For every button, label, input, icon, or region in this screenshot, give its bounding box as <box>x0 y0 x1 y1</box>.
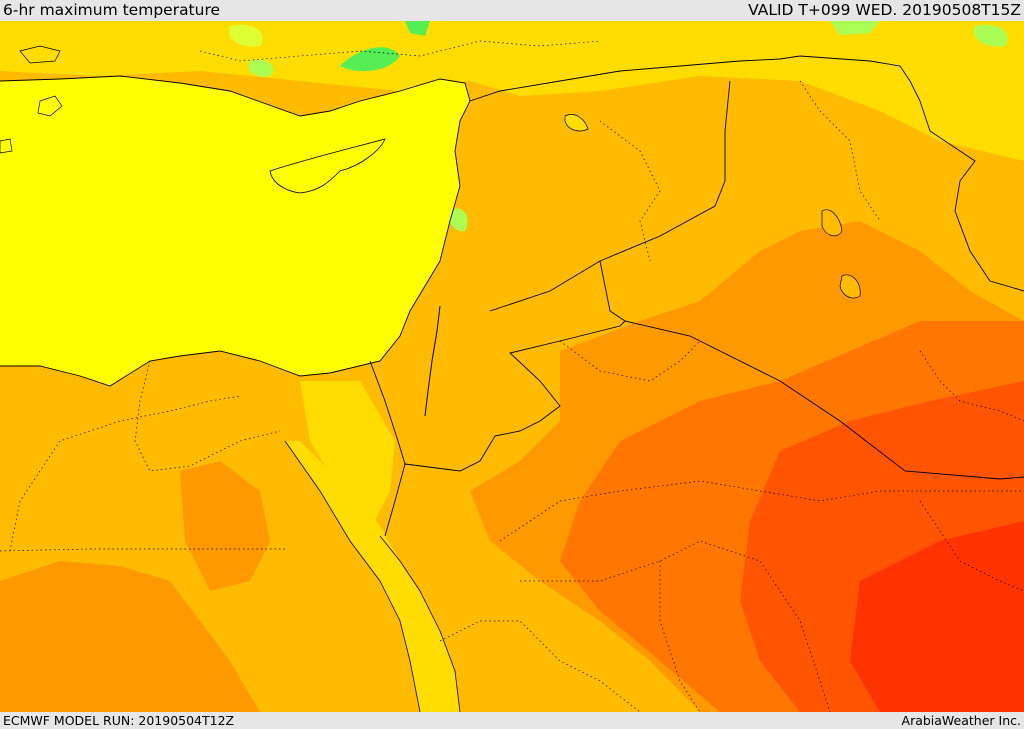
model-run: ECMWF MODEL RUN: 20190504T12Z <box>3 713 235 728</box>
coastline <box>0 75 471 387</box>
jordan-river <box>424 305 441 417</box>
border-line <box>404 260 626 472</box>
coastline <box>284 440 421 712</box>
border-line <box>469 55 921 102</box>
red-core-zone <box>850 521 1024 712</box>
island <box>0 138 13 154</box>
map-title: 6-hr maximum temperature <box>3 1 221 19</box>
border-line <box>624 320 1024 480</box>
green-patch <box>340 47 400 72</box>
lake <box>821 209 843 237</box>
header-bar: 6-hr maximum temperature VALID T+099 WED… <box>0 0 1024 21</box>
footer-bar: ECMWF MODEL RUN: 20190504T12Z ArabiaWeat… <box>0 712 1024 729</box>
egypt-orange <box>180 461 270 591</box>
province-borders <box>0 40 1024 712</box>
credit-text: ArabiaWeather Inc. <box>901 713 1021 728</box>
lake <box>564 114 589 132</box>
island <box>37 95 63 117</box>
green-patch <box>974 24 1008 47</box>
green-patch <box>229 24 263 47</box>
map-canvas <box>0 21 1024 712</box>
border-line <box>489 80 731 312</box>
border-line <box>919 100 1024 292</box>
island <box>19 45 61 64</box>
sinai-region <box>300 381 395 531</box>
egypt-orange <box>0 561 260 712</box>
valid-time: VALID T+099 WED. 20190508T15Z <box>748 1 1021 19</box>
green-patch <box>405 21 430 36</box>
lake <box>839 274 861 299</box>
coastline <box>379 535 461 712</box>
green-patch <box>830 21 880 35</box>
red-sea <box>285 441 460 712</box>
border-line <box>369 360 406 537</box>
green-patch <box>248 59 274 77</box>
temperature-map[interactable] <box>0 21 1024 712</box>
turkey-region <box>0 21 1024 161</box>
green-patch <box>448 208 468 232</box>
cyprus <box>269 138 386 194</box>
